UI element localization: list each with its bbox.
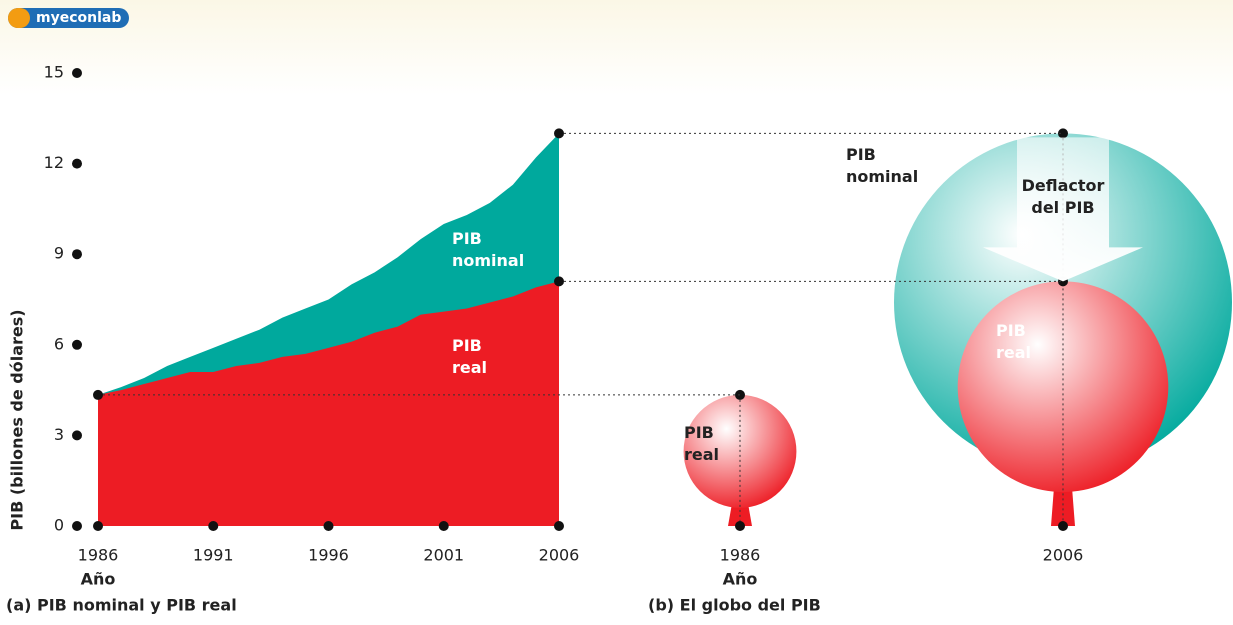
marker bbox=[554, 128, 564, 139]
x-tick-label: 1986 bbox=[78, 546, 119, 565]
annotation: PIB real bbox=[452, 336, 488, 377]
marker bbox=[735, 521, 745, 531]
annotation: PIB real bbox=[684, 423, 720, 464]
y-tick-label: 15 bbox=[44, 63, 64, 82]
tick-mark bbox=[72, 339, 82, 350]
y-tick-label: 3 bbox=[54, 425, 64, 444]
x-tick-label: 1996 bbox=[308, 546, 349, 565]
marker bbox=[1058, 521, 1068, 531]
annotation: Deflactor del PIB bbox=[1021, 176, 1105, 218]
tick-mark bbox=[72, 430, 82, 441]
tick-mark bbox=[93, 521, 103, 531]
y-tick-label: 12 bbox=[44, 153, 64, 172]
tick-mark bbox=[208, 521, 219, 531]
annotation: PIB nominal bbox=[452, 229, 525, 270]
y-axis-label: PIB (billones de dólares) bbox=[8, 309, 27, 530]
annotation: PIB nominal bbox=[846, 145, 919, 186]
x-tick-label: 1986 bbox=[720, 546, 761, 565]
tick-mark bbox=[72, 249, 82, 260]
marker bbox=[93, 389, 103, 400]
area bbox=[98, 281, 559, 526]
tick-mark bbox=[323, 521, 334, 531]
x-axis-label: Año bbox=[723, 570, 758, 589]
panel-title: (a) PIB nominal y PIB real bbox=[6, 596, 237, 615]
tick-mark bbox=[72, 158, 82, 169]
x-tick-label: 1991 bbox=[193, 546, 234, 565]
y-tick-label: 9 bbox=[54, 244, 64, 263]
arrow bbox=[983, 137, 1143, 282]
x-tick-label: 2006 bbox=[539, 546, 580, 565]
marker bbox=[735, 389, 745, 400]
x-axis-label: Año bbox=[81, 570, 116, 589]
tick-mark bbox=[72, 68, 82, 78]
x-tick-label: 2006 bbox=[1043, 546, 1084, 565]
logo: myeconlab bbox=[8, 8, 130, 28]
marker bbox=[1058, 128, 1068, 139]
tick-mark bbox=[554, 521, 564, 531]
marker bbox=[554, 276, 564, 287]
annotation: PIB real bbox=[996, 321, 1032, 362]
panel-title: (b) El globo del PIB bbox=[648, 596, 821, 615]
tick-mark bbox=[438, 521, 449, 531]
y-tick-label: 0 bbox=[54, 516, 64, 535]
y-tick-label: 6 bbox=[54, 334, 64, 353]
tick-mark bbox=[72, 521, 82, 531]
balloon bbox=[957, 281, 1169, 492]
x-tick-label: 2001 bbox=[423, 546, 464, 565]
